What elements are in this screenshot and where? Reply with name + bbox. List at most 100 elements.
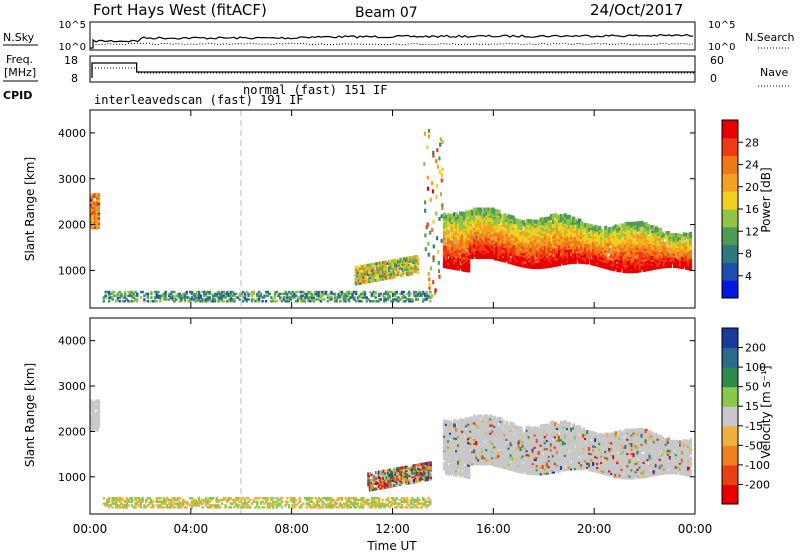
velocity-cell — [268, 504, 271, 507]
power-cell — [551, 230, 555, 235]
power-cell — [580, 220, 584, 225]
velocity-cell — [455, 466, 459, 471]
power-cell — [107, 296, 111, 299]
velocity-cell — [201, 506, 204, 509]
power-cell — [636, 248, 640, 253]
velocity-cell — [259, 500, 263, 504]
power-cell — [660, 250, 664, 255]
power-cell — [517, 233, 521, 238]
power-cell — [541, 227, 545, 232]
power-cell — [210, 292, 213, 296]
power-cell — [503, 248, 507, 253]
power-cell — [553, 219, 557, 224]
power-cell — [365, 273, 368, 277]
velocity-cell — [420, 502, 423, 505]
power-cell — [515, 260, 519, 264]
power-cell — [178, 294, 181, 297]
velocity-cell — [224, 504, 227, 507]
power-cell — [636, 262, 640, 267]
velocity-cell — [453, 464, 457, 469]
velocity-cell — [97, 413, 101, 417]
power-cell — [505, 246, 509, 251]
power-cell — [180, 294, 183, 297]
power-cell — [389, 261, 393, 265]
power-cell — [535, 240, 539, 245]
power-cell — [487, 213, 491, 218]
power-cell — [386, 294, 390, 297]
velocity-cell — [442, 448, 447, 453]
velocity-cell — [477, 432, 481, 437]
power-cell — [442, 222, 447, 227]
power-cell — [204, 298, 208, 301]
velocity-cell — [92, 424, 95, 428]
power-cell — [261, 296, 264, 299]
velocity-cell — [487, 439, 491, 443]
nave-tick-low: 0 — [710, 72, 717, 85]
velocity-cell — [379, 477, 382, 481]
velocity-cell — [374, 474, 378, 478]
power-cell — [90, 217, 93, 220]
velocity-cell — [293, 502, 296, 505]
power-cell — [432, 280, 435, 285]
power-cell — [402, 300, 405, 303]
power-cell — [646, 225, 650, 230]
velocity-cell — [461, 463, 465, 468]
power-cell — [475, 209, 479, 214]
power-cell — [257, 294, 261, 297]
power-cell — [570, 258, 574, 262]
power-cell — [401, 272, 405, 276]
power-cell — [483, 219, 487, 224]
power-cell — [425, 298, 428, 301]
velocity-cell — [423, 502, 427, 505]
velocity-cell — [183, 506, 187, 509]
velocity-cell — [152, 506, 155, 509]
velocity-cell — [421, 473, 425, 477]
power-cell — [527, 225, 531, 230]
power-cell — [688, 235, 693, 240]
power-cell — [451, 218, 455, 223]
power-cell — [374, 290, 377, 294]
power-cell — [553, 213, 557, 218]
power-cell — [155, 296, 158, 299]
velocity-cell — [465, 462, 469, 467]
velocity-cell — [90, 406, 93, 410]
velocity-cell — [196, 504, 199, 507]
power-cell — [388, 294, 391, 297]
power-cell — [380, 263, 383, 267]
velocity-cell — [178, 500, 181, 504]
power-cell — [570, 220, 574, 225]
velocity-cell — [399, 466, 402, 470]
velocity-cell — [328, 498, 331, 502]
power-cell — [471, 219, 475, 224]
velocity-cell — [339, 497, 342, 500]
power-cell — [658, 227, 662, 232]
velocity-cell — [477, 418, 481, 423]
power-cell — [263, 296, 266, 299]
power-cell — [497, 257, 501, 262]
power-cell — [344, 296, 347, 299]
power-cell — [465, 233, 469, 238]
power-cell — [652, 239, 656, 244]
power-cell — [630, 269, 634, 274]
power-cell — [96, 206, 99, 209]
power-cell — [588, 246, 592, 251]
velocity-cell — [477, 457, 481, 462]
power-cell — [517, 242, 521, 246]
power-cell — [236, 296, 240, 299]
velocity-cell — [96, 415, 99, 419]
power-cell — [483, 238, 487, 243]
power-cell — [622, 264, 626, 269]
velocity-cell — [150, 506, 153, 509]
power-cell — [453, 266, 457, 270]
power-cell — [204, 290, 208, 294]
power-cell — [446, 221, 451, 226]
velocity-cell — [220, 498, 224, 502]
power-cell — [523, 251, 527, 256]
power-cell — [159, 294, 162, 297]
power-cell — [422, 300, 425, 303]
power-cell — [164, 292, 167, 296]
velocity-cell — [284, 504, 287, 507]
power-cell — [555, 223, 559, 228]
velocity-cell — [376, 497, 379, 500]
velocity-cell — [426, 472, 429, 476]
